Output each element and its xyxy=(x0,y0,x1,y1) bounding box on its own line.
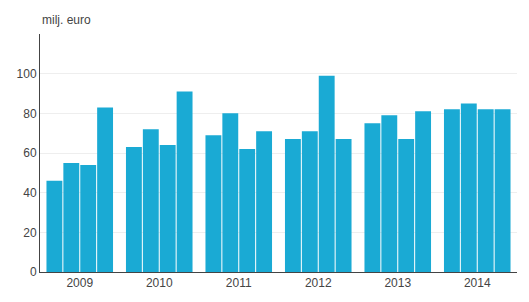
svg-text:2010: 2010 xyxy=(146,276,173,290)
svg-text:milj. euro: milj. euro xyxy=(42,13,91,27)
svg-text:2013: 2013 xyxy=(384,276,411,290)
svg-text:40: 40 xyxy=(23,186,37,200)
svg-text:2012: 2012 xyxy=(305,276,332,290)
svg-text:2014: 2014 xyxy=(464,276,491,290)
svg-text:20: 20 xyxy=(23,226,37,240)
svg-text:80: 80 xyxy=(23,107,37,121)
svg-text:2011: 2011 xyxy=(226,276,252,290)
svg-text:100: 100 xyxy=(17,67,37,81)
svg-text:2009: 2009 xyxy=(66,276,93,290)
svg-text:60: 60 xyxy=(23,146,37,160)
svg-text:0: 0 xyxy=(30,265,37,279)
